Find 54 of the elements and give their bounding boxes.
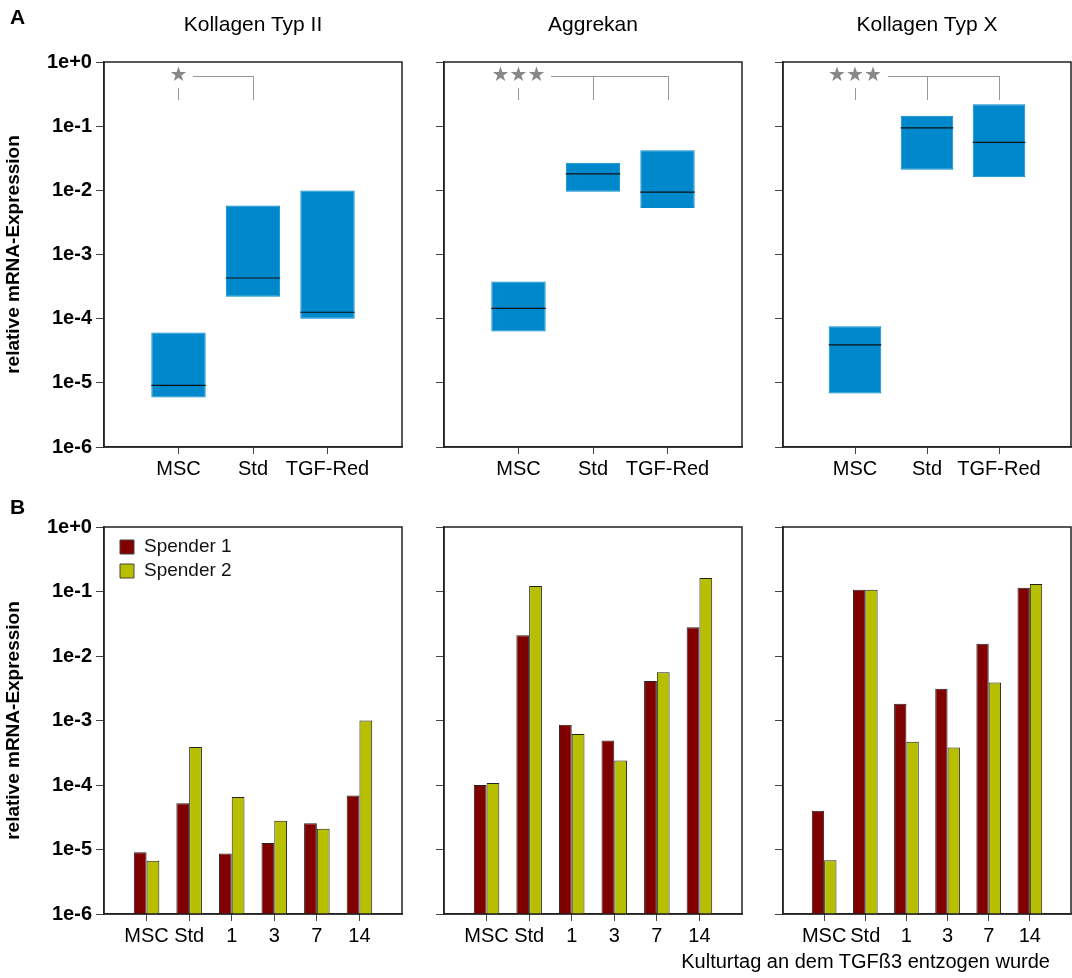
y-axis-title: relative mRNA-Expression <box>1 135 23 374</box>
x-tick-label: Std <box>174 923 205 946</box>
x-tick-label: Std <box>911 456 943 479</box>
annotation: ★★★ <box>828 62 882 87</box>
y-axis-title: relative mRNA-Expression <box>1 601 23 840</box>
x-tick-label: 3 <box>268 923 280 946</box>
x-tick-label: 1 <box>566 923 578 946</box>
y-tick-label: 1e+0 <box>46 514 92 537</box>
x-tick-label: 14 <box>688 923 711 946</box>
x-tick-label: 14 <box>1018 923 1041 946</box>
y-tick-label: 1e-6 <box>51 901 92 924</box>
x-tick-label: Std <box>577 456 609 479</box>
chart-title: Aggrekan <box>548 11 638 35</box>
y-tick-label: 1e-1 <box>51 113 92 136</box>
x-tick-label: 1 <box>226 923 238 946</box>
y-tick-label: 1e-3 <box>51 708 92 731</box>
x-tick-label: Std <box>850 923 881 946</box>
legend-label: Spender 1 <box>144 535 232 557</box>
legend-label: Spender 2 <box>144 559 232 581</box>
x-tick-label: MSC <box>464 923 509 946</box>
y-tick-label: 1e-2 <box>51 643 92 666</box>
y-tick-label: 1e-4 <box>51 306 93 329</box>
chart-title: Kollagen Typ X <box>856 11 998 35</box>
y-tick-label: 1e-5 <box>51 370 92 393</box>
x-tick-label: TGF-Red <box>625 456 710 479</box>
x-tick-label: 7 <box>651 923 663 946</box>
y-tick-label: 1e-4 <box>51 772 93 795</box>
x-tick-label: 7 <box>983 923 995 946</box>
annotation: ★★★ <box>491 62 546 87</box>
y-tick-label: 1e-1 <box>51 579 92 602</box>
chart-title: Kollagen Typ II <box>183 11 323 35</box>
x-axis-title: Kulturtag an dem TGFß3 entzogen wurde <box>681 950 1050 973</box>
x-tick-label: TGF-Red <box>957 456 1041 479</box>
x-tick-label: 14 <box>348 923 371 946</box>
x-tick-label: MSC <box>832 456 878 479</box>
x-tick-label: Std <box>237 456 269 479</box>
text: A <box>10 4 26 28</box>
y-tick-label: 1e-3 <box>51 242 92 265</box>
x-tick-label: 3 <box>608 923 620 946</box>
annotation: ★ <box>169 62 188 87</box>
y-tick-label: 1e-6 <box>51 434 92 457</box>
x-tick-label: 7 <box>311 923 323 946</box>
text: B <box>10 494 26 518</box>
x-tick-label: MSC <box>124 923 169 946</box>
x-tick-label: TGF-Red <box>285 456 370 479</box>
y-tick-label: 1e+0 <box>46 49 92 72</box>
x-tick-label: MSC <box>496 456 541 479</box>
y-tick-label: 1e-5 <box>51 837 92 860</box>
x-tick-label: Std <box>514 923 545 946</box>
y-tick-label: 1e-2 <box>51 177 92 200</box>
x-tick-label: 1 <box>900 923 912 946</box>
x-tick-label: MSC <box>156 456 201 479</box>
x-tick-label: 3 <box>942 923 954 946</box>
x-tick-label: MSC <box>801 923 847 946</box>
